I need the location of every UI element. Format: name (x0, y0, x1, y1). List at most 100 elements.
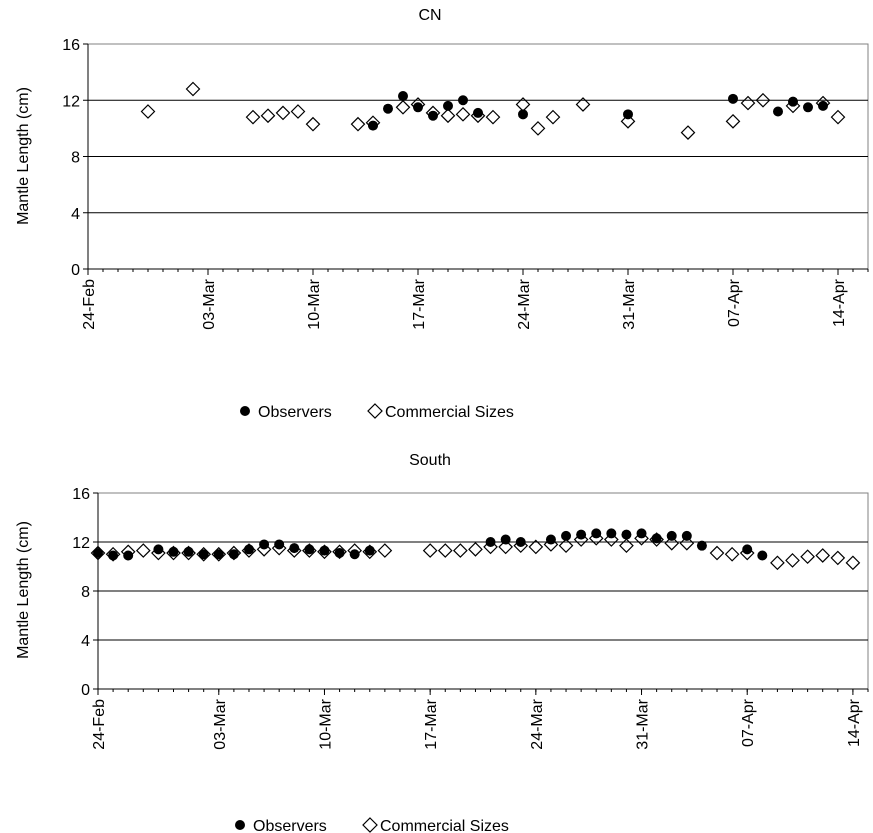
data-point-commercial (815, 548, 831, 563)
series-commercial-sizes (140, 81, 846, 140)
data-point-commercial (181, 545, 196, 561)
x-tick-label: 31-Mar (621, 278, 638, 329)
legend-commercial-marker (367, 403, 383, 419)
data-point-commercial (275, 105, 291, 121)
data-point-commercial (241, 543, 257, 558)
data-point-commercial (830, 550, 846, 566)
data-point-commercial (105, 546, 121, 562)
chart-title: CN (418, 7, 441, 24)
data-point-observers (681, 530, 692, 541)
chart-title: South (409, 452, 451, 469)
data-point-observers (259, 539, 270, 550)
data-point-commercial (770, 555, 785, 571)
x-tick-label: 07-Apr (726, 278, 743, 327)
data-point-commercial (377, 543, 393, 558)
data-point-commercial (845, 555, 861, 571)
data-point-observers (349, 549, 360, 560)
data-point-observers (742, 544, 753, 555)
x-tick-label: 24-Feb (81, 279, 98, 330)
data-point-observers (198, 549, 209, 560)
x-tick-label: 07-Apr (740, 698, 757, 747)
data-point-commercial (425, 105, 441, 121)
data-point-commercial (483, 539, 498, 555)
data-point-commercial (290, 104, 306, 119)
data-point-observers (696, 540, 707, 551)
data-point-commercial (260, 108, 276, 124)
data-point-commercial (286, 543, 302, 558)
data-point-commercial (120, 544, 136, 560)
data-point-observers (757, 550, 768, 561)
data-point-commercial (185, 81, 201, 97)
data-point-commercial (830, 109, 846, 125)
data-point-observers (788, 96, 798, 107)
data-point-commercial (317, 544, 332, 560)
y-tick-label: 12 (72, 535, 90, 552)
y-tick-label: 12 (62, 93, 80, 110)
data-point-commercial (302, 543, 317, 558)
data-point-commercial (365, 115, 381, 131)
data-point-observers (93, 548, 103, 559)
legend-commercial-label: Commercial Sizes (380, 818, 509, 833)
data-point-commercial (347, 543, 363, 558)
legend-observers-label: Observers (258, 404, 332, 421)
data-point-commercial (530, 121, 546, 136)
data-point-commercial (528, 539, 544, 555)
x-tick-label: 24-Mar (529, 698, 546, 749)
data-point-observers (213, 549, 224, 560)
chart-south: South Mantle Length (cm) Observers Comme… (15, 452, 869, 833)
data-point-commercial (573, 532, 589, 547)
data-point-observers (274, 539, 285, 550)
data-point-commercial (725, 113, 741, 129)
plot-area: 0 4 8 12 16 24-Feb 03-Mar 10-Mar 17-Mar 24-Mar 31-… (62, 37, 869, 330)
data-point-observers (728, 93, 738, 104)
x-tick-label: 14-Apr (831, 278, 848, 327)
data-point-commercial (305, 116, 321, 132)
x-tick-label: 14-Apr (846, 698, 863, 747)
y-tick-label: 4 (81, 633, 90, 650)
data-point-observers (485, 537, 496, 547)
y-tick-label: 16 (62, 37, 80, 54)
data-point-commercial (470, 108, 486, 124)
data-point-commercial (649, 532, 664, 547)
y-tick-label: 8 (71, 150, 80, 167)
legend-observers-marker (240, 406, 250, 416)
data-point-observers (123, 550, 134, 561)
data-point-commercial (755, 92, 771, 108)
x-tick-label: 17-Mar (423, 698, 440, 749)
data-point-observers (545, 534, 556, 545)
data-point-commercial (800, 549, 815, 565)
data-point-commercial (468, 542, 483, 557)
y-tick-label: 0 (71, 262, 80, 279)
data-point-commercial (680, 125, 696, 140)
y-axis-label: Mantle Length (cm) (15, 521, 32, 659)
data-point-commercial (709, 545, 725, 561)
data-point-commercial (603, 532, 619, 547)
data-point-commercial (558, 538, 574, 554)
data-point-commercial (664, 535, 680, 551)
y-axis-label: Mantle Length (cm) (15, 87, 32, 225)
data-point-commercial (679, 535, 695, 551)
data-point-commercial (226, 545, 242, 561)
x-tick-label: 10-Mar (317, 698, 334, 749)
data-point-commercial (453, 543, 468, 558)
legend: Observers Commercial Sizes (240, 403, 514, 421)
x-tick-label: 24-Feb (91, 699, 108, 750)
legend-observers-label: Observers (253, 818, 327, 833)
data-point-commercial (166, 545, 181, 561)
legend: Observers Commercial Sizes (235, 817, 509, 833)
y-tick-label: 16 (72, 486, 90, 503)
data-point-observers (473, 107, 483, 118)
data-point-commercial (724, 546, 740, 562)
data-point-observers (818, 100, 828, 111)
data-point-commercial (785, 98, 801, 114)
data-point-commercial (245, 109, 261, 125)
data-point-commercial (140, 104, 156, 119)
data-point-commercial (422, 543, 438, 558)
data-point-observers (368, 120, 378, 131)
data-point-commercial (785, 553, 800, 568)
data-point-commercial (256, 542, 272, 557)
data-point-commercial (620, 113, 636, 129)
data-point-observers (591, 528, 602, 539)
data-point-observers (803, 102, 813, 113)
data-point-commercial (815, 95, 831, 111)
